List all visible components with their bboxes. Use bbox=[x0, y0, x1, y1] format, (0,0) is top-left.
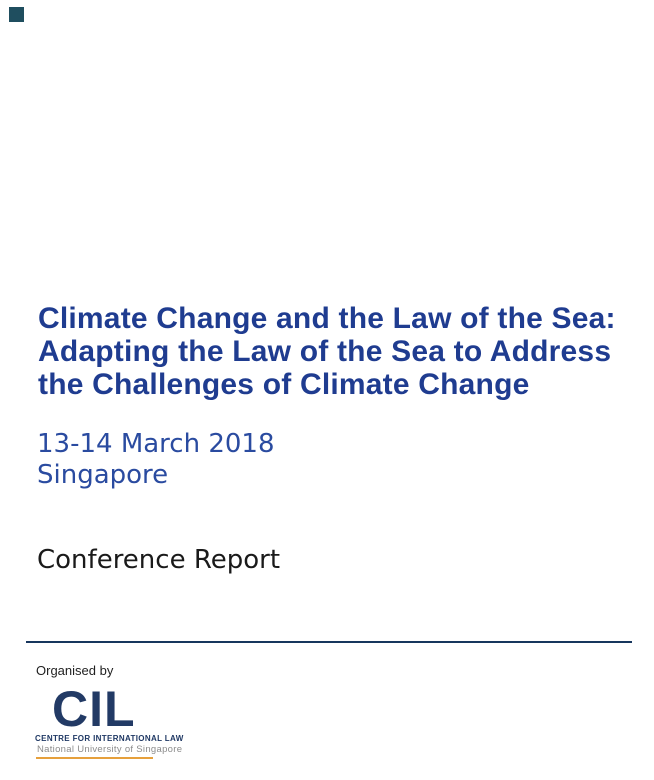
report-type-label: Conference Report bbox=[37, 545, 281, 575]
cil-logo-name: CENTRE FOR INTERNATIONAL LAW bbox=[35, 734, 184, 743]
page-title-line-1: Climate Change and the Law of the Sea: bbox=[38, 302, 616, 335]
page-title-line-3: the Challenges of Climate Change bbox=[38, 368, 530, 401]
cil-logo-underline bbox=[36, 757, 153, 759]
page-title: Climate Change and the Law of the Sea: A… bbox=[38, 302, 638, 401]
corner-accent-square-icon bbox=[9, 7, 24, 22]
event-date: 13-14 March 2018 bbox=[37, 429, 275, 459]
event-date-location: 13-14 March 2018 Singapore bbox=[37, 429, 275, 491]
cil-logo-acronym: CIL bbox=[52, 681, 136, 737]
organised-by-label: Organised by bbox=[36, 663, 114, 678]
cil-logo-institution: National University of Singapore bbox=[37, 744, 183, 755]
event-location: Singapore bbox=[37, 460, 169, 490]
page-title-line-2: Adapting the Law of the Sea to Address bbox=[38, 335, 612, 368]
footer-divider-line bbox=[26, 641, 632, 643]
